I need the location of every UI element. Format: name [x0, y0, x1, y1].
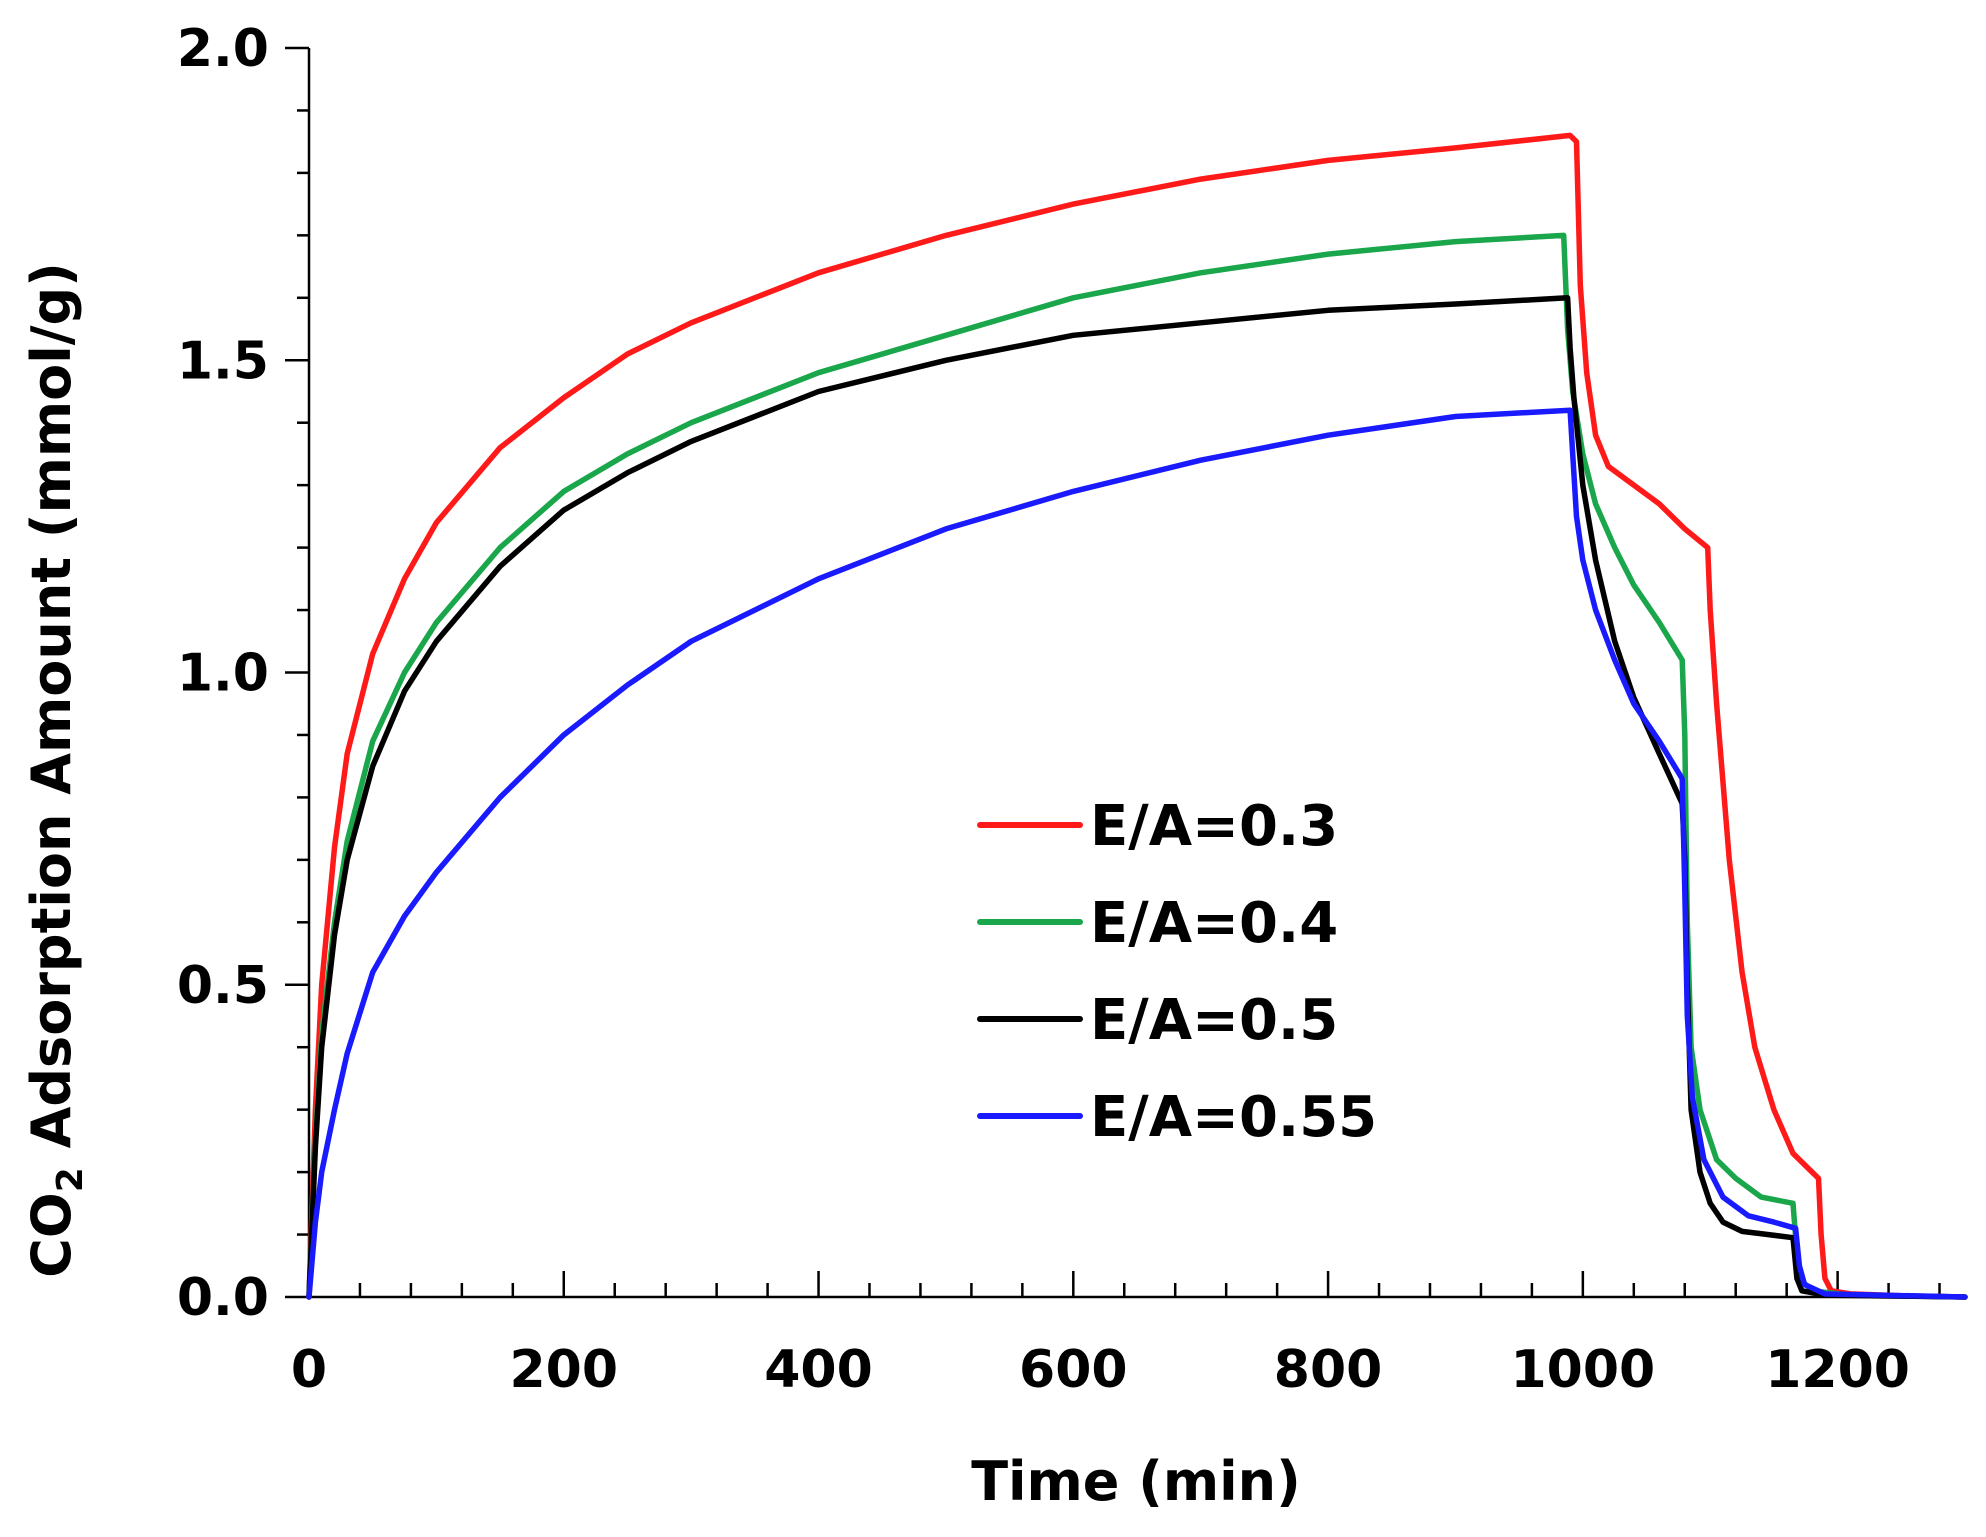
legend-label-3: E/A=0.5: [1090, 988, 1338, 1053]
x-tick-label: 200: [509, 1340, 618, 1400]
y-major-ticks: [285, 46, 309, 1299]
series-group: [306, 132, 1968, 1300]
y-tick-label: 0.0: [177, 1268, 269, 1328]
legend-label-2: E/A=0.4: [1090, 891, 1338, 956]
plot-area: [285, 46, 1968, 1300]
y-axis-title-subscript: 2: [50, 1167, 91, 1192]
series-line-1: [306, 132, 1968, 1300]
x-tick-labels: 0 200 400 600 800 1000 1200: [291, 1340, 1910, 1400]
x-minor-ticks: [358, 1283, 1941, 1297]
x-tick-label: 400: [764, 1340, 873, 1400]
series-line-4: [306, 407, 1968, 1300]
y-axis-title: CO2 Adsorption Amount (mmol/g): [20, 262, 91, 1278]
legend: E/A=0.3 E/A=0.4 E/A=0.5 E/A=0.55: [977, 794, 1377, 1150]
x-tick-label: 600: [1019, 1340, 1128, 1400]
series-line-3: [306, 295, 1968, 1300]
x-major-ticks: [562, 1271, 1839, 1297]
y-minor-ticks: [297, 109, 309, 1236]
y-tick-label: 1.0: [177, 644, 269, 704]
x-axis-title: Time (min): [971, 1450, 1301, 1513]
y-tick-label: 1.5: [177, 331, 269, 391]
y-tick-label: 2.0: [177, 19, 269, 79]
x-tick-label: 0: [291, 1340, 327, 1400]
y-tick-label: 0.5: [177, 956, 269, 1016]
legend-label-4: E/A=0.55: [1090, 1085, 1377, 1150]
x-tick-label: 800: [1274, 1340, 1383, 1400]
x-tick-label: 1200: [1765, 1340, 1910, 1400]
y-tick-labels: 0.0 0.5 1.0 1.5 2.0: [177, 19, 269, 1328]
y-axis-title-co: CO: [20, 1192, 83, 1278]
x-tick-label: 1000: [1510, 1340, 1655, 1400]
legend-label-1: E/A=0.3: [1090, 794, 1338, 859]
y-axis-title-rest: Adsorption Amount (mmol/g): [20, 262, 83, 1167]
